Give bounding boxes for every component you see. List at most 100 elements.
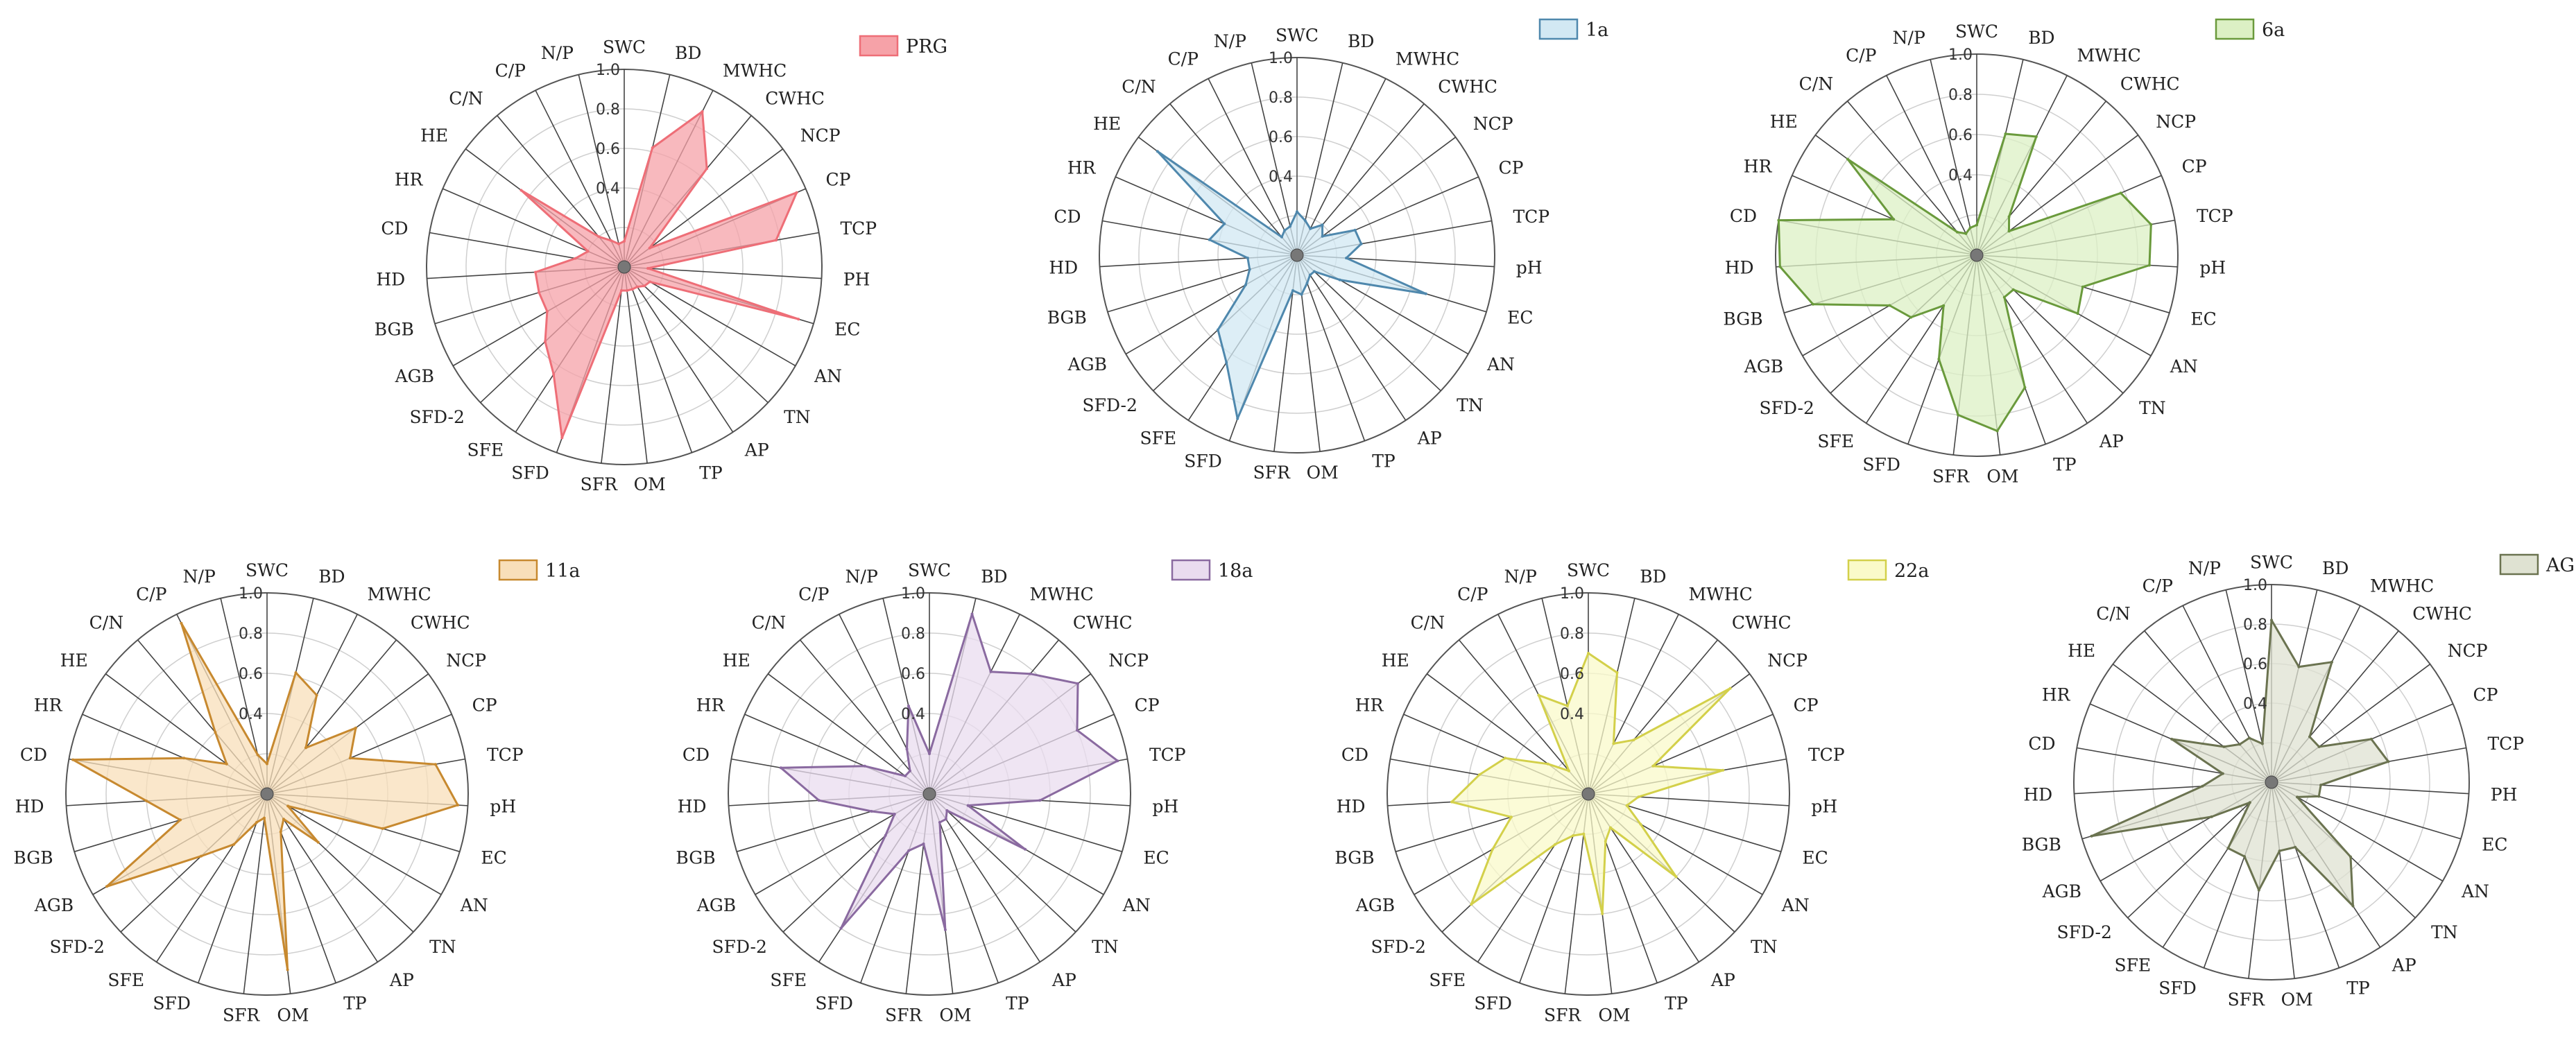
- center-hub: [1581, 787, 1595, 801]
- data-point: [545, 310, 549, 313]
- axis-label: BGB: [1334, 847, 1374, 867]
- axis-label: OM: [939, 1005, 971, 1026]
- data-point: [779, 766, 782, 770]
- data-point: [282, 818, 285, 821]
- axis-label: SFD: [1474, 994, 1512, 1014]
- legend-label: 18a: [1218, 560, 1253, 582]
- data-point: [1554, 843, 1557, 846]
- data-point: [1208, 238, 1211, 241]
- radar-chart-PRG: 1.0 0.8 0.6 0.4 SWC BD MWHC CWHC NCP CP TCP PH EC AN T…: [375, 35, 947, 494]
- radial-tick-label: 0.6: [2243, 656, 2267, 673]
- axis-label: C/N: [1411, 612, 1445, 632]
- axis-label: HE: [723, 650, 750, 671]
- data-point: [1778, 265, 1782, 268]
- axis-label: pH: [1516, 257, 1543, 277]
- data-point: [795, 191, 798, 194]
- axis-label: HD: [1049, 257, 1078, 277]
- data-point: [1116, 759, 1119, 763]
- data-point: [1312, 270, 1316, 273]
- legend-swatch: [2215, 18, 2255, 40]
- axis-label: BD: [1640, 567, 1666, 587]
- center-hub: [260, 787, 274, 801]
- axis-label: NCP: [2448, 641, 2488, 661]
- legend-label: 6a: [2262, 19, 2285, 41]
- axis-label: HE: [60, 650, 88, 671]
- axis-label: TN: [2139, 398, 2166, 418]
- data-point: [1888, 304, 1891, 307]
- data-point: [943, 928, 947, 931]
- legend-swatch: [1538, 18, 1579, 40]
- axis-label: SWC: [1955, 21, 1998, 42]
- axis-label: BGB: [1723, 309, 1762, 329]
- data-point: [1038, 799, 1042, 802]
- data-point: [255, 820, 259, 824]
- data-point: [2034, 135, 2038, 138]
- radial-tick-label: 0.6: [596, 141, 620, 158]
- axis-label: C/N: [89, 612, 123, 632]
- axis-label: TN: [1092, 937, 1119, 957]
- data-point: [1674, 875, 1678, 879]
- data-point: [105, 885, 108, 888]
- axis-label: EC: [1507, 308, 1533, 328]
- axis-label: C/N: [449, 89, 483, 109]
- axis-label: CD: [1341, 745, 1368, 765]
- data-point: [893, 813, 896, 815]
- center-hub: [2265, 775, 2278, 789]
- axis-label: TN: [1457, 395, 1484, 415]
- axis-label: SWC: [246, 560, 289, 580]
- axis-label: CP: [472, 696, 497, 716]
- data-point: [1321, 223, 1324, 227]
- axis-label: AP: [1417, 428, 1442, 448]
- axis-label: TP: [2053, 455, 2077, 475]
- data-point: [648, 246, 651, 250]
- axis-label: SFD: [1184, 451, 1222, 471]
- axis-label: N/P: [1214, 31, 1246, 51]
- radar-chart-11a: 1.0 0.8 0.6 0.4 SWC BD MWHC CWHC NCP CP TCP pH EC AN T…: [13, 559, 580, 1026]
- data-point: [904, 775, 907, 777]
- axis-spoke: [624, 266, 693, 454]
- data-point: [1639, 822, 1642, 826]
- axis-label: NCP: [2156, 112, 2196, 132]
- axis-label: OM: [1307, 463, 1339, 483]
- axis-label: BGB: [2022, 835, 2061, 855]
- axis-label: CP: [1135, 696, 1160, 716]
- data-point: [286, 968, 289, 971]
- data-point: [1568, 769, 1570, 772]
- axis-label: SFD: [1862, 455, 1900, 475]
- axis-label: HE: [1770, 112, 1798, 132]
- data-point: [2076, 312, 2079, 316]
- center-hub: [922, 787, 936, 801]
- data-point: [1308, 273, 1312, 277]
- data-point: [266, 762, 268, 766]
- axis-label: SFD-2: [410, 407, 465, 427]
- axis-label: AGB: [1067, 354, 1107, 374]
- data-point: [1300, 293, 1303, 296]
- data-point: [2222, 745, 2226, 748]
- data-point: [1909, 316, 1913, 319]
- radial-tick-label: 1.0: [1269, 50, 1293, 67]
- data-point: [635, 285, 639, 288]
- data-point: [1615, 671, 1619, 674]
- axis-label: CP: [826, 170, 851, 190]
- data-point: [1587, 652, 1590, 655]
- axis-label: TCP: [841, 218, 877, 239]
- data-point: [620, 289, 623, 292]
- axis-label: CP: [2473, 685, 2498, 705]
- data-point: [1942, 304, 1946, 307]
- axis-label: SFD-2: [712, 937, 767, 957]
- axis-label: OM: [2281, 990, 2313, 1010]
- radial-tick-label: 0.8: [1269, 89, 1293, 107]
- axis-label: SFE: [1140, 428, 1176, 448]
- axis-spoke: [929, 793, 1041, 962]
- radar-chart-6a: 1.0 0.8 0.6 0.4 SWC BD MWHC CWHC NCP CP TCP pH EC AN T…: [1723, 18, 2285, 487]
- data-point: [182, 757, 186, 760]
- center-hub: [617, 260, 631, 274]
- axis-label: MWHC: [1030, 584, 1094, 604]
- data-point: [1892, 218, 1896, 221]
- radial-tick-label: 0.6: [1269, 129, 1293, 146]
- data-point: [1076, 682, 1079, 685]
- legend-swatch: [859, 35, 899, 57]
- radial-tick-label: 0.8: [1948, 87, 1973, 104]
- axis-label: HR: [395, 170, 424, 190]
- data-point: [626, 289, 628, 292]
